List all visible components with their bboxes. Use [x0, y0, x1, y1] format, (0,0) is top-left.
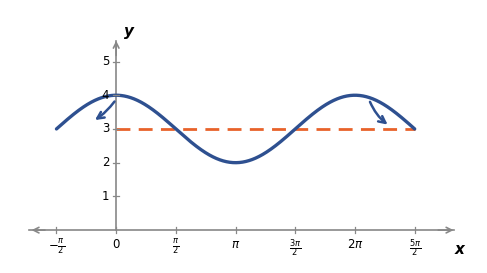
Text: $\pi$: $\pi$ — [231, 238, 240, 251]
Text: 5: 5 — [102, 55, 109, 68]
Text: $2\pi$: $2\pi$ — [347, 238, 363, 251]
Text: $0$: $0$ — [112, 238, 120, 251]
Text: $\frac{\pi}{2}$: $\frac{\pi}{2}$ — [172, 238, 180, 257]
Text: $-\frac{\pi}{2}$: $-\frac{\pi}{2}$ — [48, 238, 65, 257]
Text: $\frac{5\pi}{2}$: $\frac{5\pi}{2}$ — [409, 238, 421, 259]
Text: $\bfit{y}$: $\bfit{y}$ — [123, 25, 135, 41]
Text: 3: 3 — [102, 123, 109, 135]
Text: 4: 4 — [102, 89, 109, 102]
Text: $\bfit{x}$: $\bfit{x}$ — [454, 242, 467, 257]
Text: $\frac{3\pi}{2}$: $\frac{3\pi}{2}$ — [289, 238, 301, 259]
Text: 1: 1 — [102, 190, 109, 203]
Text: 2: 2 — [102, 156, 109, 169]
